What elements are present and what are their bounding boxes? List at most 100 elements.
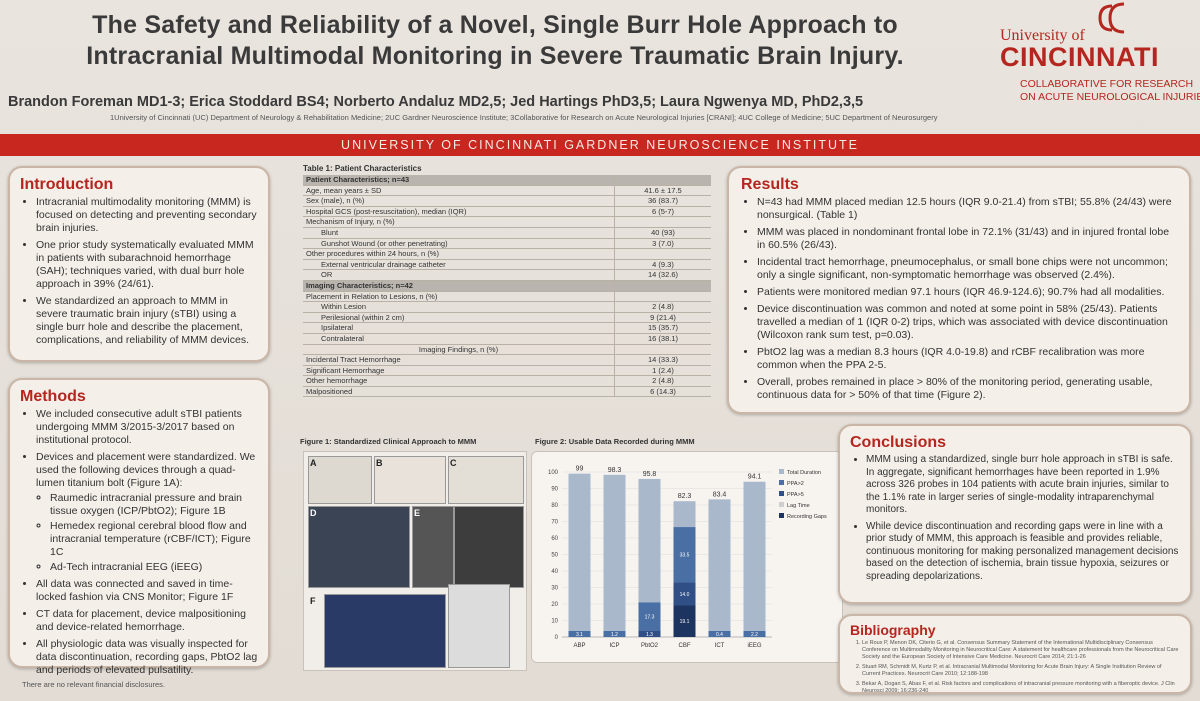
results-item: Device discontinuation was common and no… bbox=[757, 303, 1177, 342]
photo-xray bbox=[454, 506, 524, 588]
legend-swatch bbox=[779, 469, 784, 474]
table-header-value bbox=[614, 175, 711, 186]
table-subheader-cell: Imaging Findings, n (%) bbox=[303, 344, 615, 356]
affiliations: 1University of Cincinnati (UC) Departmen… bbox=[110, 113, 938, 122]
bar-segment bbox=[673, 605, 696, 637]
y-tick-label: 0 bbox=[555, 635, 559, 641]
photo-monitor-cart bbox=[448, 584, 510, 668]
table-row: Significant Hemorrhage 1 (2.4) bbox=[303, 365, 711, 377]
table-row: External ventricular drainage catheter 4 … bbox=[303, 259, 711, 271]
table-header-cell: Imaging Characteristics; n=42 bbox=[303, 280, 615, 292]
table-cell-value: 41.6 ± 17.5 bbox=[614, 185, 711, 197]
methods-item: All physiologic data was visually inspec… bbox=[36, 638, 258, 677]
table-cell-value: 6 (5-7) bbox=[614, 206, 711, 218]
y-tick-label: 80 bbox=[551, 503, 558, 509]
figure-2-title: Figure 2: Usable Data Recorded during MM… bbox=[535, 437, 695, 446]
results-item: MMM was placed in nondominant frontal lo… bbox=[757, 226, 1177, 252]
table-cell-value: 9 (21.4) bbox=[614, 312, 711, 324]
bar-segment bbox=[638, 602, 661, 631]
x-tick-label: ICT bbox=[715, 643, 725, 649]
conclusions-heading: Conclusions bbox=[850, 434, 947, 451]
y-tick-label: 90 bbox=[551, 487, 558, 493]
table-cell-label: Gunshot Wound (or other penetrating) bbox=[303, 238, 615, 250]
table-header-row: Patient Characteristics; n=43 bbox=[303, 175, 711, 186]
bibliography-panel: Bibliography Le Roux P, Menon DK, Citeri… bbox=[838, 614, 1192, 694]
bar-value-label: 98.3 bbox=[608, 467, 622, 474]
table-cell-label: Within Lesion bbox=[303, 301, 615, 313]
photo-catheter bbox=[448, 456, 524, 504]
results-item: Overall, probes remained in place > 80% … bbox=[757, 376, 1177, 402]
figure-1-panel: A B C D E F bbox=[303, 451, 527, 671]
logo-subtitle-line-2: ON ACUTE NEUROLOGICAL INJURIES bbox=[1020, 91, 1200, 103]
introduction-item: We standardized an approach to MMM in se… bbox=[36, 295, 258, 347]
uc-logo-icon bbox=[1098, 2, 1125, 34]
title-line-1: The Safety and Reliability of a Novel, S… bbox=[92, 11, 898, 39]
table-row: Contralateral 16 (38.1) bbox=[303, 333, 711, 345]
table-cell-value: 6 (14.3) bbox=[614, 386, 711, 398]
photo-ct-scan bbox=[412, 506, 454, 588]
y-tick-label: 100 bbox=[548, 470, 559, 476]
table-cell-value: 2 (4.8) bbox=[614, 375, 711, 387]
bar-segment bbox=[568, 631, 591, 637]
logo-name: CINCINNATI bbox=[1000, 42, 1159, 72]
methods-subitem: Raumedic intracranial pressure and brain… bbox=[50, 492, 258, 518]
bar-total-duration bbox=[743, 481, 766, 637]
disclosure-footnote: There are no relevant financial disclosu… bbox=[22, 680, 165, 689]
table-row: Blunt 40 (93) bbox=[303, 227, 711, 239]
table-cell-label: Contralateral bbox=[303, 333, 615, 345]
y-tick-label: 40 bbox=[551, 569, 558, 575]
photo-bolt bbox=[308, 456, 372, 504]
table-cell-value: 4 (9.3) bbox=[614, 259, 711, 271]
table-cell-label: External ventricular drainage catheter bbox=[303, 259, 615, 271]
bibliography-item: Le Roux P, Menon DK, Citerio G, et al. C… bbox=[862, 640, 1180, 661]
introduction-item: One prior study systematically evaluated… bbox=[36, 239, 258, 291]
bar-value-label: 95.8 bbox=[643, 471, 657, 478]
table-cell-label: Other procedures within 24 hours, n (%) bbox=[303, 248, 615, 260]
table-cell-label: OR bbox=[303, 269, 615, 281]
bar-total-duration bbox=[638, 478, 661, 637]
table-subheader-row: Imaging Findings, n (%) bbox=[303, 344, 711, 356]
results-item: PbtO2 lag was a median 8.3 hours (IQR 4.… bbox=[757, 346, 1177, 372]
x-tick-label: iEEG bbox=[747, 643, 761, 649]
table-cell-label: Hospital GCS (post-resuscitation), media… bbox=[303, 206, 615, 218]
table-cell-label: Significant Hemorrhage bbox=[303, 365, 615, 377]
table-cell-value: 14 (32.6) bbox=[614, 269, 711, 281]
figure-2-panel: 0 10 20 30 40 50 60 70 80 90 100 99 ABP 3.1 98.3 ICP 1.2… bbox=[531, 451, 843, 663]
segment-label: 19.1 bbox=[680, 619, 690, 625]
table-1: Table 1: Patient Characteristics Patient… bbox=[303, 164, 711, 398]
table-row: Within Lesion 2 (4.8) bbox=[303, 301, 711, 313]
photo-surgery bbox=[308, 506, 410, 588]
table-row: Gunshot Wound (or other penetrating) 3 (7… bbox=[303, 238, 711, 250]
bar-value-label: 99 bbox=[576, 466, 584, 473]
bar-segment bbox=[743, 631, 766, 637]
introduction-panel: Introduction Intracranial multimodality … bbox=[8, 166, 270, 362]
bar-total-duration bbox=[603, 474, 626, 637]
introduction-item: Intracranial multimodality monitoring (M… bbox=[36, 196, 258, 235]
legend-swatch bbox=[779, 480, 784, 485]
figure-1-label-e: E bbox=[414, 508, 421, 518]
conclusions-item: While device discontinuation and recordi… bbox=[866, 521, 1180, 584]
legend-swatch bbox=[779, 513, 784, 518]
x-tick-label: CBF bbox=[679, 643, 691, 649]
figure-1-label-c: C bbox=[450, 458, 457, 468]
methods-heading: Methods bbox=[20, 388, 86, 405]
bar-total-duration bbox=[708, 499, 731, 637]
table-row: Other procedures within 24 hours, n (%) bbox=[303, 248, 711, 260]
table-cell-label: Ipsilateral bbox=[303, 322, 615, 334]
author-list: Brandon Foreman MD1-3; Erica Stoddard BS… bbox=[8, 94, 864, 110]
y-tick-label: 20 bbox=[551, 602, 558, 608]
table-cell-value: 2 (4.8) bbox=[614, 301, 711, 313]
patient-characteristics-table: Patient Characteristics; n=43 Age, mean y… bbox=[303, 175, 711, 398]
table-cell-value: 16 (38.1) bbox=[614, 333, 711, 345]
results-panel: Results N=43 had MMM placed median 12.5 … bbox=[727, 166, 1191, 414]
results-item: N=43 had MMM placed median 12.5 hours (I… bbox=[757, 196, 1177, 222]
bibliography-item: Stuart RM, Schmidt M, Kurtz P, et al. In… bbox=[862, 664, 1180, 678]
results-heading: Results bbox=[741, 176, 799, 193]
table-header-row: Imaging Characteristics; n=42 bbox=[303, 280, 711, 292]
table-row: Placement in Relation to Lesions, n (%) bbox=[303, 291, 711, 303]
legend-item: PPA>5 bbox=[787, 492, 804, 498]
figure-1-label-b: B bbox=[376, 458, 383, 468]
methods-item: CT data for placement, device malpositio… bbox=[36, 608, 258, 634]
legend-swatch bbox=[779, 502, 784, 507]
